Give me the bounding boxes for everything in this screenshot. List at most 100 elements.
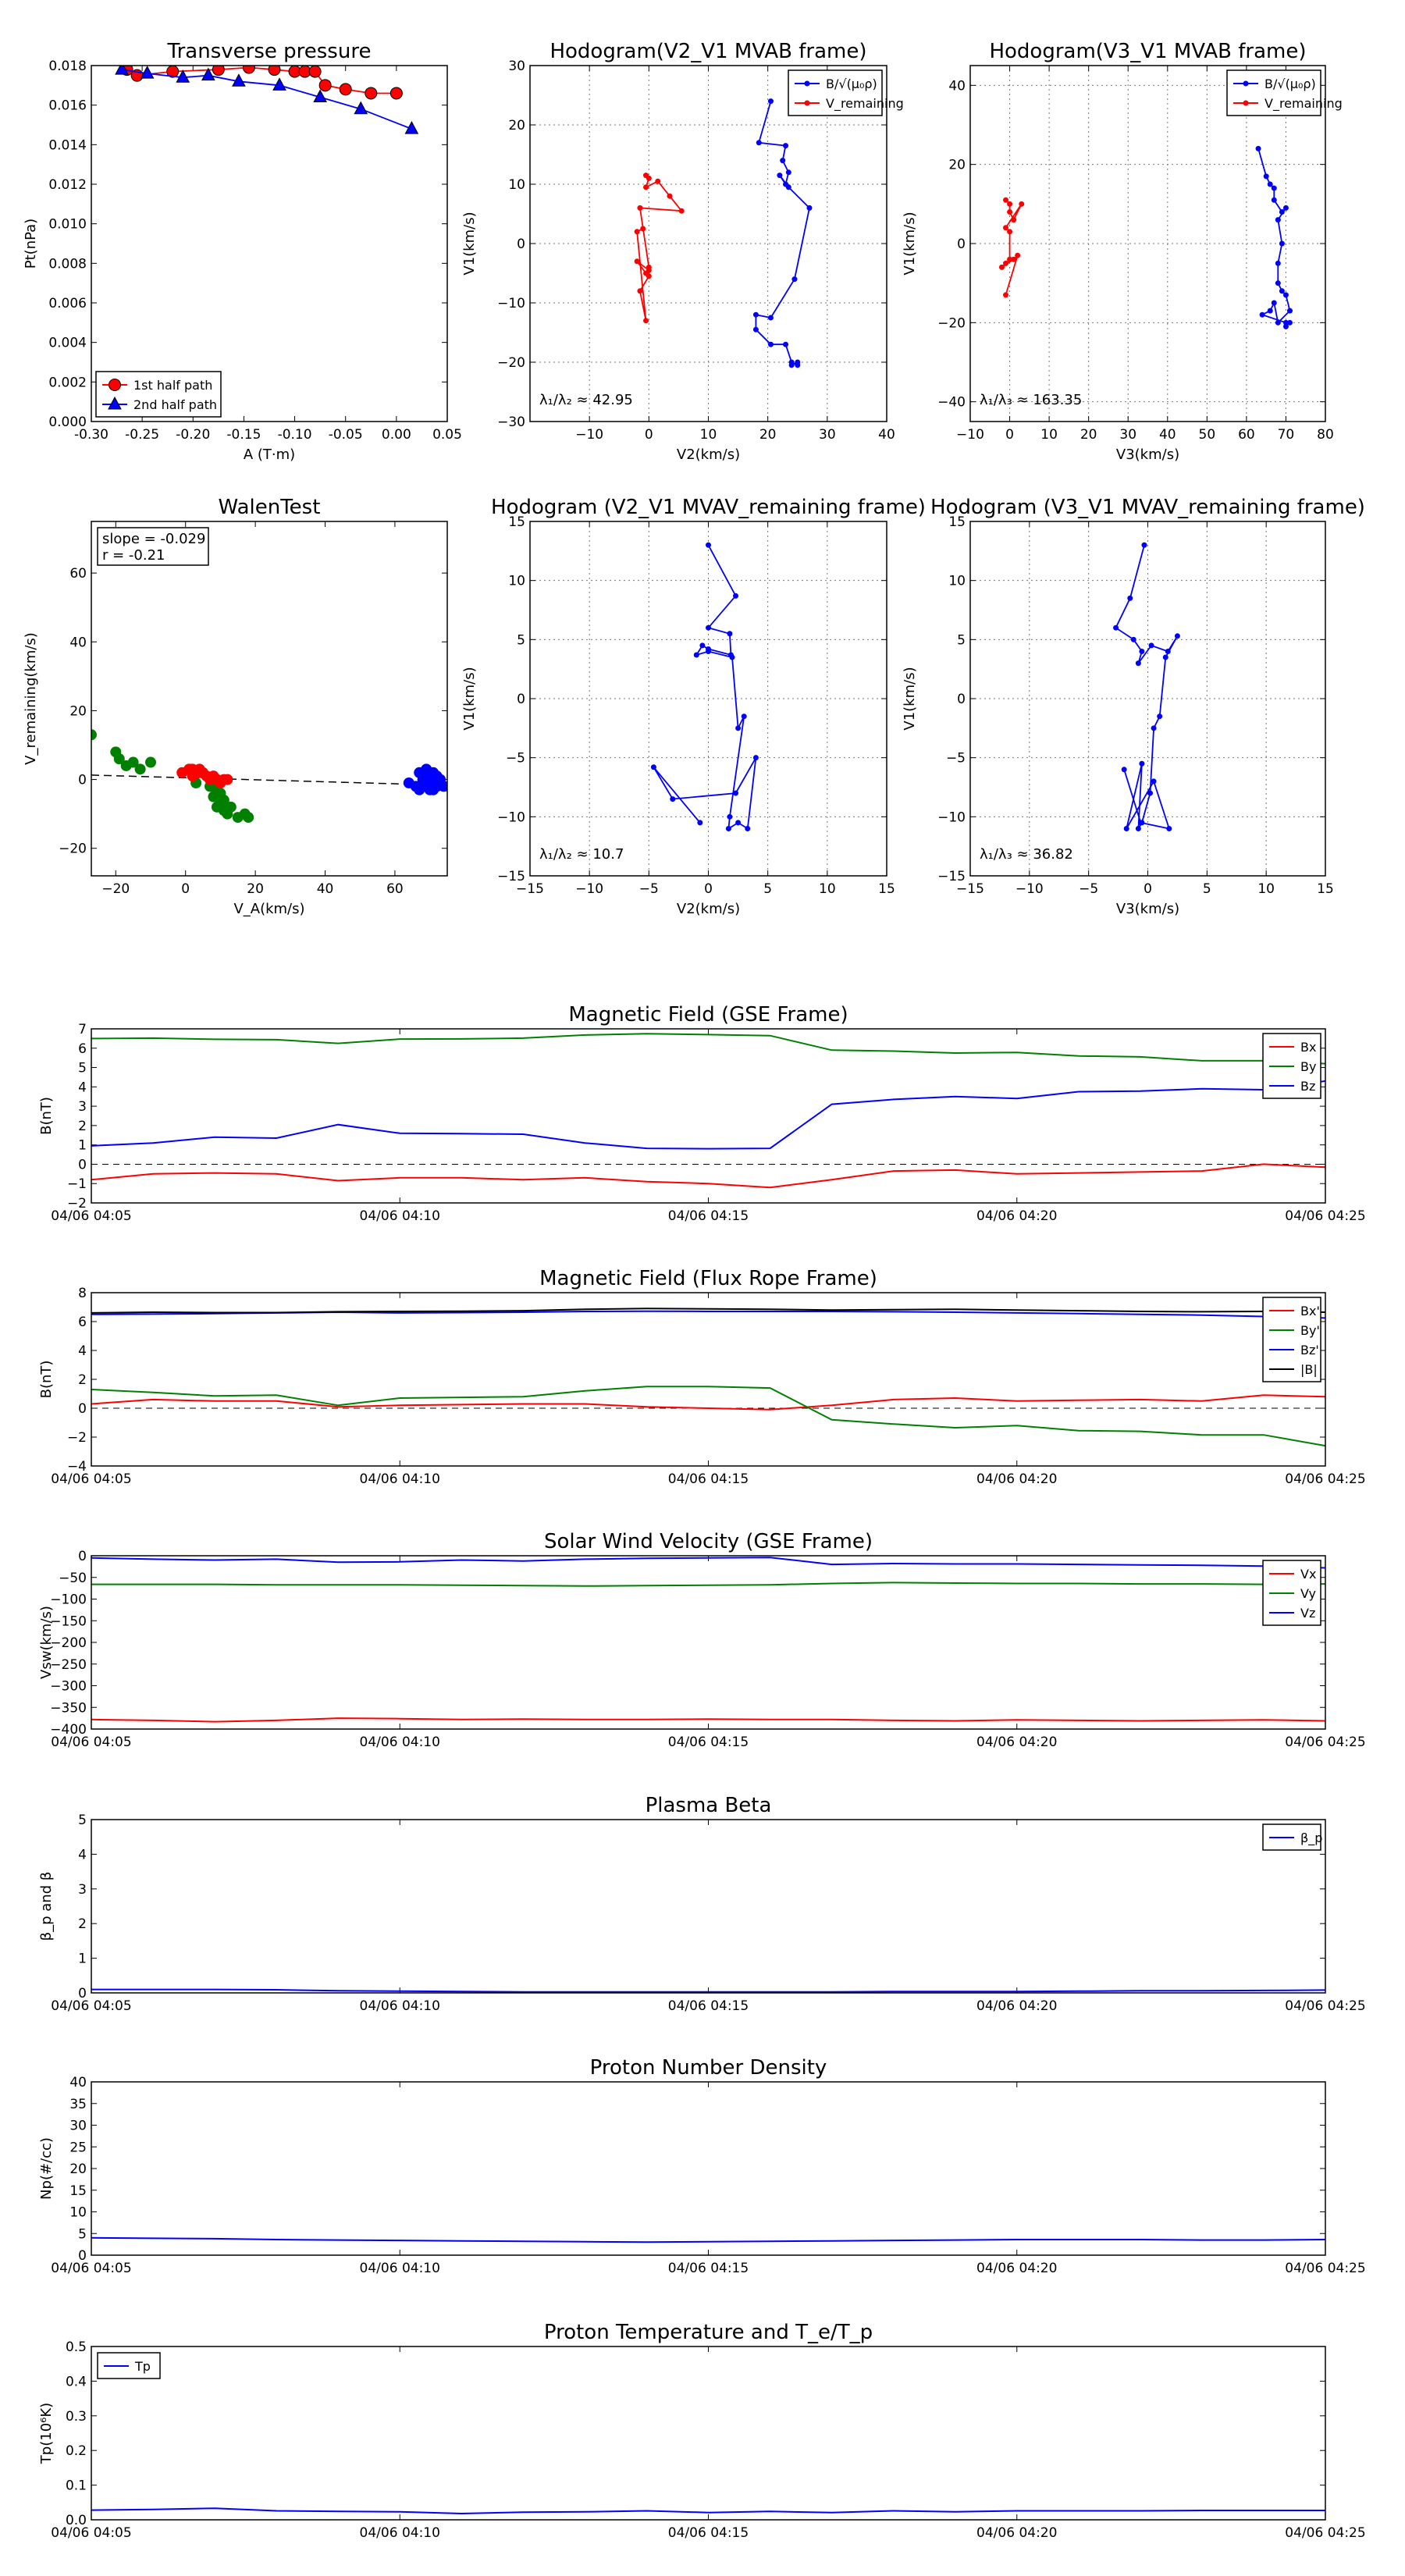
x-axis-label: V3(km/s) xyxy=(1116,901,1179,917)
data-point xyxy=(1007,229,1013,235)
legend-label: Vy xyxy=(1300,1586,1316,1601)
y-tick-label: 0.4 xyxy=(66,2374,87,2389)
data-point xyxy=(1019,201,1025,207)
legend-marker xyxy=(804,80,810,87)
data-point xyxy=(1166,825,1172,831)
plot-area xyxy=(650,542,759,831)
x-tick-label: −10 xyxy=(956,427,984,443)
x-tick-label: 04/06 04:05 xyxy=(51,2261,131,2276)
x-tick-label: 04/06 04:25 xyxy=(1285,1208,1365,1224)
y-tick-label: 0 xyxy=(78,1549,87,1564)
y-tick-label: 15 xyxy=(69,2183,87,2199)
data-point xyxy=(1279,208,1285,215)
x-tick-label: −15 xyxy=(516,881,544,897)
y-tick-label: 35 xyxy=(69,2097,87,2112)
x-tick-label: 60 xyxy=(386,881,404,897)
data-point xyxy=(354,101,368,115)
y-tick-label: 0.004 xyxy=(48,336,87,351)
data-point xyxy=(1287,319,1293,326)
x-tick-label: 40 xyxy=(878,427,895,443)
legend-marker xyxy=(108,379,121,391)
series-line-1 xyxy=(1001,199,1023,296)
data-point xyxy=(313,89,327,103)
y-tick-label: −300 xyxy=(50,1679,87,1695)
data-point xyxy=(741,713,747,720)
series-line-1 xyxy=(91,1582,1325,1587)
data-point xyxy=(127,756,139,768)
data-point xyxy=(145,756,156,768)
y-tick-label: 5 xyxy=(517,632,525,648)
y-tick-label: −10 xyxy=(497,296,525,311)
x-tick-label: 04/06 04:05 xyxy=(51,1735,131,1750)
y-tick-label: 3 xyxy=(78,1099,87,1115)
y-tick-label: 0.016 xyxy=(48,98,87,114)
data-point xyxy=(1011,256,1017,262)
y-axis-label: Tp(10⁶K) xyxy=(38,2403,55,2464)
data-point xyxy=(733,592,739,599)
data-point xyxy=(365,87,378,100)
data-point xyxy=(735,725,742,731)
legend-label: Bz xyxy=(1300,1079,1315,1094)
y-tick-label: 0 xyxy=(78,1986,87,2001)
data-point xyxy=(389,87,403,100)
x-tick-label: 40 xyxy=(317,881,334,897)
x-tick-label: 04/06 04:15 xyxy=(668,1998,749,2014)
x-tick-label: 04/06 04:20 xyxy=(976,2261,1057,2276)
y-tick-label: 4 xyxy=(78,1080,87,1095)
data-point xyxy=(1007,256,1013,262)
x-axis-label: A (T·m) xyxy=(244,447,295,463)
y-tick-label: 10 xyxy=(69,2205,87,2221)
y-tick-label: 20 xyxy=(69,2161,87,2177)
x-axis-label: V_A(km/s) xyxy=(233,901,304,917)
y-tick-label: 5 xyxy=(957,632,966,648)
plot-frame xyxy=(969,521,1326,877)
y-tick-label: 30 xyxy=(508,59,525,74)
y-tick-label: 10 xyxy=(508,574,525,589)
plot-frame xyxy=(529,521,887,877)
chart-title: Proton Number Density xyxy=(590,2056,827,2080)
chart-title: Hodogram(V3_V1 MVAB frame) xyxy=(989,40,1306,63)
data-point xyxy=(777,173,783,179)
y-tick-label: 1 xyxy=(78,1138,87,1154)
legend: β_p xyxy=(1262,1823,1322,1851)
y-tick-label: 15 xyxy=(948,514,966,530)
y-tick-label: 0 xyxy=(517,237,525,252)
data-point xyxy=(634,258,640,265)
y-axis-label: Vsw(km/s) xyxy=(38,1606,55,1679)
y-tick-label: 0.006 xyxy=(48,296,87,311)
data-point xyxy=(640,226,646,232)
x-tick-label: 20 xyxy=(1080,427,1097,443)
data-point xyxy=(1275,260,1281,266)
y-axis-label: V1(km/s) xyxy=(461,667,478,730)
y-tick-label: 8 xyxy=(78,1286,87,1301)
x-tick-label: −15 xyxy=(956,881,984,897)
data-point xyxy=(225,801,237,813)
data-point xyxy=(218,795,229,806)
data-point xyxy=(725,825,731,831)
data-point xyxy=(752,311,759,318)
plot-area xyxy=(91,2236,1325,2243)
legend-label: 2nd half path xyxy=(133,397,217,412)
x-tick-label: −10 xyxy=(575,427,603,443)
plot-frame xyxy=(91,2346,1326,2521)
plot-frame xyxy=(91,65,448,422)
x-tick-label: 04/06 04:15 xyxy=(668,2261,749,2276)
data-point xyxy=(1139,760,1145,767)
data-point xyxy=(706,648,711,654)
data-point xyxy=(91,729,97,741)
y-tick-label: 0 xyxy=(957,237,966,252)
data-point xyxy=(1282,323,1289,329)
data-point xyxy=(646,267,652,273)
y-tick-label: 0.018 xyxy=(48,59,87,74)
y-tick-label: 40 xyxy=(948,78,966,94)
series-line-1 xyxy=(121,69,412,130)
data-point xyxy=(1162,654,1168,660)
plot-frame xyxy=(91,1292,1326,1467)
x-tick-label: 15 xyxy=(878,881,895,897)
x-tick-label: -0.30 xyxy=(74,427,108,443)
y-tick-label: 25 xyxy=(69,2140,87,2155)
x-axis-label: V2(km/s) xyxy=(677,901,740,917)
series-line-0 xyxy=(653,544,757,831)
chart-title: Proton Temperature and T_e/T_p xyxy=(544,2321,873,2344)
data-point xyxy=(667,193,673,199)
